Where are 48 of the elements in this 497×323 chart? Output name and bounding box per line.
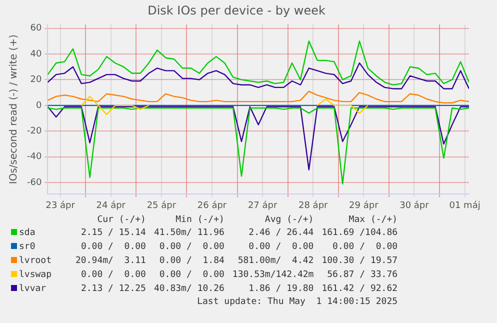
x-tick-label: 26 ápr <box>197 200 227 211</box>
text: 56.87 / 33.76 <box>326 269 399 282</box>
text: 100.30 / 19.57 <box>320 255 399 268</box>
y-tick-label: 20 <box>30 75 42 86</box>
legend-label: sda <box>18 227 36 240</box>
text: 40.83m/ 10.26 <box>152 283 226 296</box>
text: Avg (-/+) <box>264 214 315 226</box>
text: Max (-/+) <box>348 214 399 226</box>
y-tick-label: -60 <box>26 178 42 188</box>
text: 20.94m/ 3.11 <box>74 255 147 268</box>
x-tick-label: 27 ápr <box>248 200 278 211</box>
legend-label: lvvar <box>18 283 48 296</box>
x-tick-label: 30 ápr <box>400 200 430 211</box>
text: 581.00m/ 4.42 <box>236 255 315 268</box>
x-tick-label: 24 ápr <box>96 200 126 211</box>
text: 161.69 /104.86 <box>320 227 399 240</box>
text: 0.00 / 0.00 <box>332 241 399 254</box>
x-tick-label: 28 ápr <box>298 200 328 211</box>
text: 0.00 / 0.00 <box>80 269 147 282</box>
x-tick-label: 23 ápr <box>46 200 76 211</box>
y-tick-label: 40 <box>30 49 42 60</box>
text: 41.50m/ 11.96 <box>152 227 226 240</box>
text: 2.15 / 15.14 <box>80 227 147 240</box>
legend-label: lvroot <box>18 255 53 268</box>
text: Min (-/+) <box>174 214 226 226</box>
text: 0.00 / 0.00 <box>248 241 315 254</box>
x-tick-label: 01 máj <box>449 200 480 211</box>
text: Last update: Thu May 1 14:00:15 2025 <box>196 296 399 308</box>
text: 130.53m/142.42m <box>231 269 315 282</box>
y-axis-title: IOs/second read (-) / write (+) <box>8 34 20 184</box>
chart-title: Disk IOs per device - by week <box>148 3 326 18</box>
legend-label: lvswap <box>18 269 53 282</box>
text: 0.00 / 0.00 <box>158 269 226 282</box>
text: 0.00 / 0.00 <box>158 241 226 254</box>
x-tick-label: 25 ápr <box>146 200 176 211</box>
y-tick-label: -40 <box>26 152 42 162</box>
text: 1.86 / 19.80 <box>248 283 315 296</box>
text: Cur (-/+) <box>96 214 147 226</box>
text: 0.00 / 1.84 <box>158 255 226 268</box>
y-tick-label: 60 <box>30 24 42 34</box>
text: 2.13 / 12.25 <box>80 283 147 296</box>
y-tick-label: 0 <box>36 100 42 111</box>
text: 2.46 / 26.44 <box>248 227 315 240</box>
text: 0.00 / 0.00 <box>80 241 147 254</box>
y-tick-label: -20 <box>26 126 42 137</box>
x-tick-label: 29 ápr <box>349 200 379 211</box>
legend-label: sr0 <box>18 241 36 254</box>
text: 161.42 / 92.62 <box>320 283 399 296</box>
